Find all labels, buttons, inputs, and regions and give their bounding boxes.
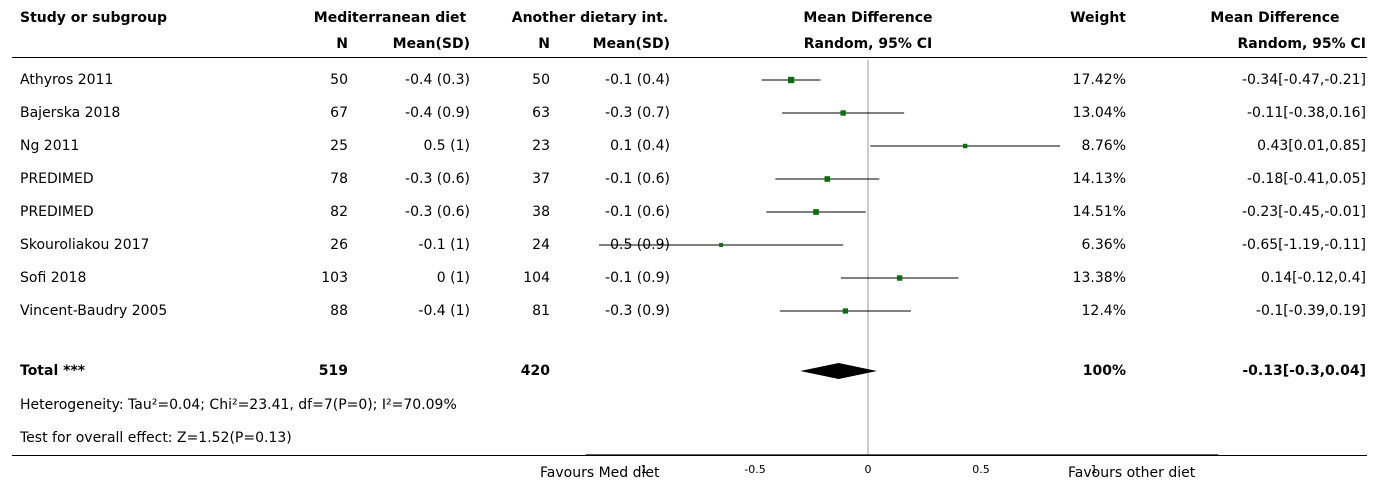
ci-text: -0.11[-0.38,0.16]	[1247, 105, 1366, 121]
mean2: -0.1 (0.9)	[605, 270, 670, 286]
ci-text: 0.43[0.01,0.85]	[1257, 138, 1366, 154]
mean2: -0.1 (0.6)	[605, 204, 670, 220]
header-n1: N	[336, 36, 348, 52]
header-mean1: Mean(SD)	[392, 36, 470, 52]
mean2: 0.1 (0.4)	[610, 138, 670, 154]
ci-text: -0.18[-0.41,0.05]	[1247, 171, 1366, 187]
n1: 67	[330, 105, 348, 121]
mean2: -0.1 (0.6)	[605, 171, 670, 187]
n1: 103	[321, 270, 348, 286]
favours-right-label: Favours other diet	[1068, 465, 1196, 481]
study-name: Sofi 2018	[20, 270, 87, 286]
n1: 88	[330, 303, 348, 319]
ci-text: -0.65[-1.19,-0.11]	[1241, 237, 1366, 253]
weight: 14.51%	[1072, 204, 1126, 220]
x-tick-label: 1	[1091, 463, 1098, 476]
n2: 63	[532, 105, 550, 121]
n2: 38	[532, 204, 550, 220]
mean2: -0.1 (0.4)	[605, 72, 670, 88]
header-mean2: Mean(SD)	[592, 36, 670, 52]
weight: 8.76%	[1081, 138, 1126, 154]
effect-marker	[962, 143, 968, 149]
mean1: -0.4 (0.9)	[405, 105, 470, 121]
effect-marker	[813, 209, 819, 215]
total-n1: 519	[318, 363, 348, 379]
header-study: Study or subgroup	[20, 10, 168, 26]
header-mean-difference-ci: Mean Difference	[1210, 10, 1340, 26]
x-tick-label: -0.5	[744, 463, 765, 476]
total-weight: 100%	[1082, 363, 1126, 379]
x-tick-label: 0.5	[972, 463, 990, 476]
header-mean-difference: Mean Difference	[803, 10, 933, 26]
mean1: -0.4 (1)	[418, 303, 470, 319]
mean2: -0.3 (0.7)	[605, 105, 670, 121]
pooled-diamond	[800, 363, 878, 379]
effect-marker	[842, 308, 849, 314]
mean1: -0.1 (1)	[418, 237, 470, 253]
header-method-ci: Random, 95% CI	[1237, 36, 1366, 52]
total-ci-text: -0.13[-0.3,0.04]	[1242, 363, 1366, 379]
weight: 13.04%	[1072, 105, 1126, 121]
study-name: PREDIMED	[20, 204, 94, 220]
overall-effect-text: Test for overall effect: Z=1.52(P=0.13)	[20, 430, 292, 446]
weight: 17.42%	[1072, 72, 1126, 88]
mean2: -0.3 (0.9)	[605, 303, 670, 319]
study-name: Bajerska 2018	[20, 105, 121, 121]
study-name: PREDIMED	[20, 171, 94, 187]
effect-marker	[719, 243, 724, 247]
weight: 12.4%	[1081, 303, 1126, 319]
x-tick-label: -1	[637, 463, 648, 476]
total-n2: 420	[520, 363, 550, 379]
header-n2: N	[538, 36, 550, 52]
effect-marker	[787, 76, 795, 84]
effect-marker	[824, 176, 831, 182]
n1: 82	[330, 204, 348, 220]
header-method: Random, 95% CI	[803, 36, 933, 52]
mean1: -0.3 (0.6)	[405, 171, 470, 187]
study-name: Athyros 2011	[20, 72, 114, 88]
mean1: 0 (1)	[436, 270, 470, 286]
n2: 24	[532, 237, 550, 253]
ci-text: -0.1[-0.39,0.19]	[1255, 303, 1366, 319]
total-label: Total ***	[20, 363, 86, 379]
n2: 81	[532, 303, 550, 319]
effect-marker	[896, 275, 903, 281]
mean1: -0.4 (0.3)	[405, 72, 470, 88]
x-tick-label: 0	[865, 463, 872, 476]
ci-text: -0.34[-0.47,-0.21]	[1241, 72, 1366, 88]
n2: 23	[532, 138, 550, 154]
header-group2: Another dietary int.	[511, 10, 669, 26]
n1: 26	[330, 237, 348, 253]
header-weight: Weight	[1070, 10, 1126, 26]
weight: 14.13%	[1072, 171, 1126, 187]
effect-marker	[840, 110, 846, 116]
ci-text: -0.23[-0.45,-0.01]	[1241, 204, 1366, 220]
mean1: -0.3 (0.6)	[405, 204, 470, 220]
study-name: Skouroliakou 2017	[20, 237, 150, 253]
mean1: 0.5 (1)	[423, 138, 470, 154]
heterogeneity-text: Heterogeneity: Tau²=0.04; Chi²=23.41, df…	[20, 397, 457, 413]
n2: 104	[523, 270, 550, 286]
header-divider	[12, 57, 1367, 58]
ci-text: 0.14[-0.12,0.4]	[1260, 270, 1366, 286]
n2: 37	[532, 171, 550, 187]
study-name: Ng 2011	[20, 138, 80, 154]
weight: 13.38%	[1072, 270, 1126, 286]
favours-left-label: Favours Med diet	[540, 465, 660, 481]
n1: 78	[330, 171, 348, 187]
n2: 50	[532, 72, 550, 88]
study-name: Vincent-Baudry 2005	[20, 303, 168, 319]
header-group1: Mediterranean diet	[313, 10, 467, 26]
n1: 50	[330, 72, 348, 88]
n1: 25	[330, 138, 348, 154]
weight: 6.36%	[1081, 237, 1126, 253]
